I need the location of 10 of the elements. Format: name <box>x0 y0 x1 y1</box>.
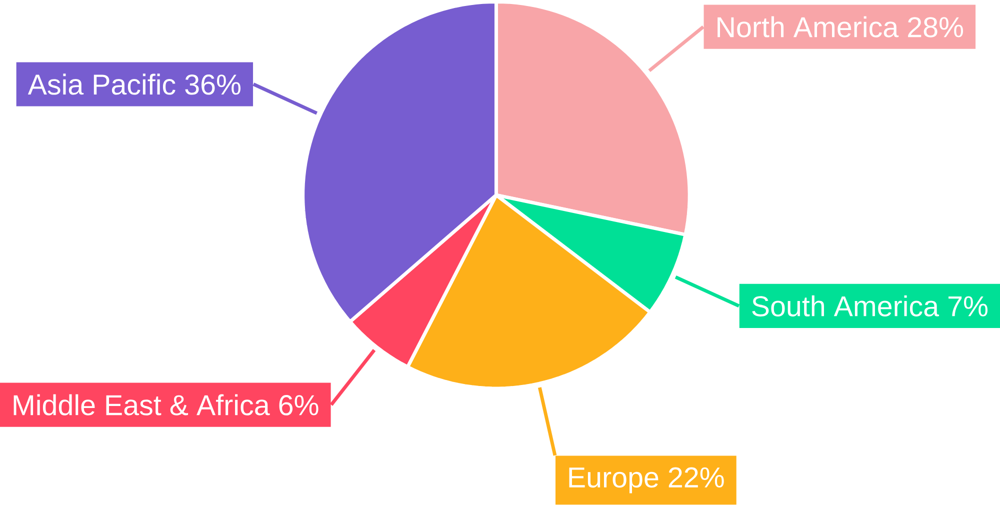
data-label: 36% <box>185 74 241 95</box>
data-label: 22% <box>668 467 724 488</box>
slice-label: Middle East & Africa <box>14 394 270 416</box>
data-label: 28% <box>908 17 964 38</box>
slice-label: Europe <box>569 468 658 494</box>
slice-label: Asia Pacific <box>28 74 176 95</box>
data-label: 7% <box>948 296 988 316</box>
slice-label: North America <box>718 16 899 38</box>
slice-label: South America <box>752 295 940 317</box>
data-label: 6% <box>279 395 318 416</box>
